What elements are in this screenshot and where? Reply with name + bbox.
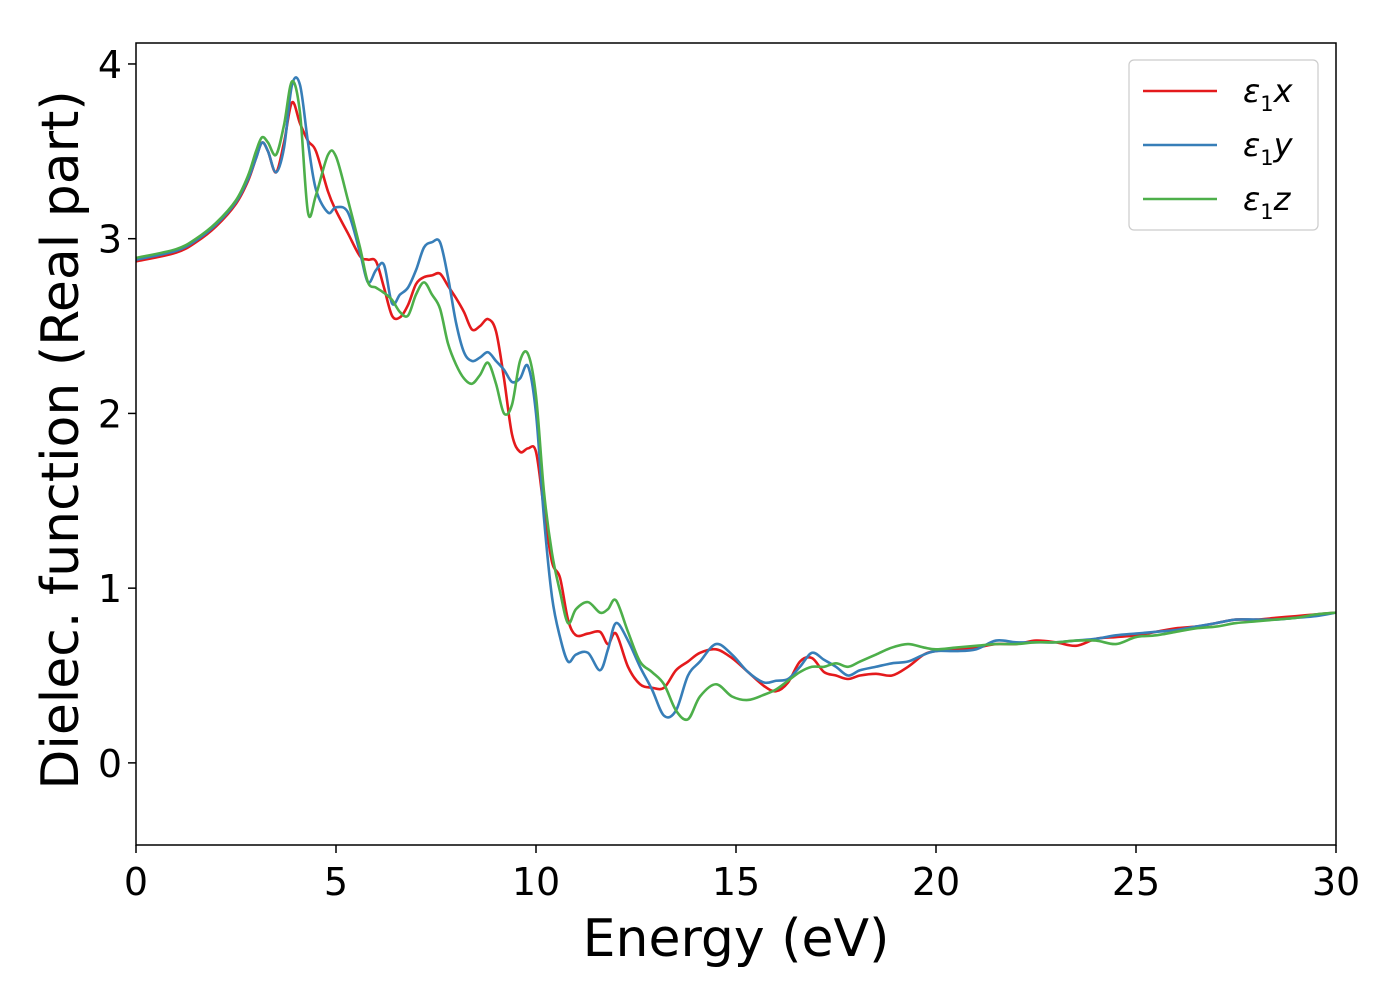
- series-line-z: [136, 80, 1336, 722]
- plot-lines: [136, 76, 1336, 722]
- x-tick-label: 20: [912, 860, 960, 904]
- x-axis-title: Energy (eV): [583, 909, 890, 969]
- legend: ε1x ε1y ε1z: [1128, 59, 1319, 231]
- y-axis-title: Dielec. function (Real part): [31, 90, 91, 789]
- x-tick-label: 15: [712, 860, 760, 904]
- x-tick-label: 0: [124, 860, 148, 904]
- y-axis-ticks: 0 1 2 3 4: [98, 43, 136, 786]
- x-tick-label: 30: [1312, 860, 1360, 904]
- x-tick-label: 5: [324, 860, 348, 904]
- y-tick-label: 3: [98, 218, 122, 262]
- x-tick-label: 25: [1112, 860, 1160, 904]
- legend-item-z: ε1z: [1143, 180, 1292, 224]
- y-tick-label: 4: [98, 43, 122, 87]
- legend-item-y: ε1y: [1143, 126, 1294, 170]
- y-tick-label: 2: [98, 392, 122, 436]
- legend-label: ε1x: [1243, 72, 1294, 116]
- legend-item-x: ε1x: [1143, 72, 1294, 116]
- legend-label: ε1y: [1243, 126, 1294, 170]
- legend-box: [1128, 59, 1319, 231]
- y-tick-label: 0: [98, 742, 122, 786]
- x-axis-ticks: 0 5 10 15 20 25 30: [124, 845, 1360, 904]
- y-tick-label: 1: [98, 567, 122, 611]
- legend-label: ε1z: [1243, 180, 1292, 224]
- x-tick-label: 10: [512, 860, 560, 904]
